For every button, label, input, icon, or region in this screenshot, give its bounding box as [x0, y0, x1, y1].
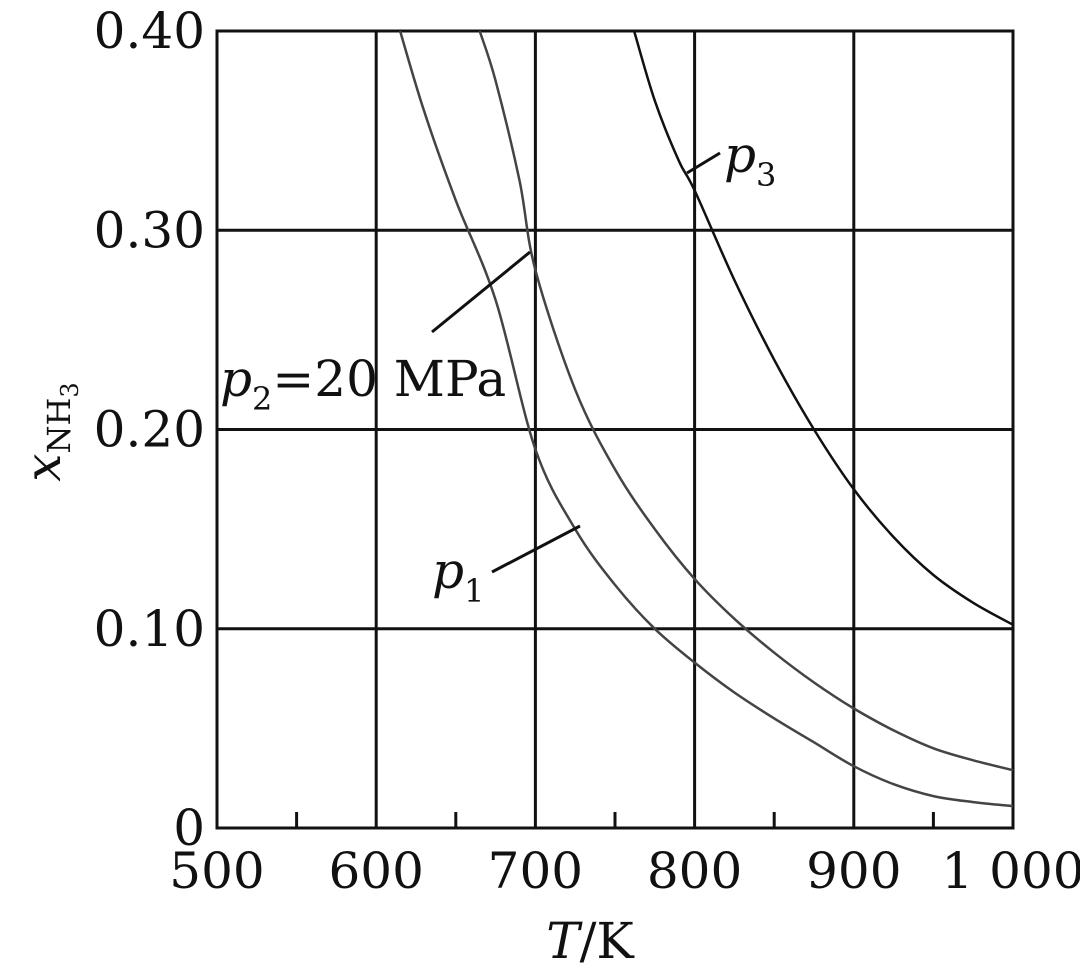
x-tick-label: 1 000 — [941, 842, 1080, 900]
annotation-leaders — [431, 151, 721, 574]
x-tick-label: 700 — [488, 842, 583, 900]
x-axis-title: T/K — [546, 912, 635, 970]
y-tick-label: 0 — [173, 799, 205, 857]
y-tick-label: 0.40 — [94, 2, 205, 60]
axis-ticks — [295, 812, 935, 828]
p1-label: p1 — [432, 542, 484, 610]
series-line-p2 — [478, 30, 1014, 772]
x-tick-label: 900 — [806, 842, 901, 900]
x-tick-label: 800 — [647, 842, 742, 900]
y-tick-label: 0.10 — [94, 600, 205, 658]
p1-leader — [491, 524, 581, 574]
grid — [215, 29, 1015, 830]
p2-label: p2=20 MPa — [220, 350, 506, 418]
tick-labels: 500 600 700 800 900 1 000 0 0.10 0.20 0.30 0.40 — [94, 2, 1080, 900]
series-line-p3 — [632, 30, 1014, 626]
series-line-p1 — [398, 30, 1014, 808]
y-tick-label: 0.30 — [94, 201, 205, 259]
y-axis-title: xNH3 — [14, 382, 84, 481]
x-tick-label: 500 — [169, 842, 264, 900]
p3-label: p3 — [724, 126, 776, 194]
p3-leader — [686, 151, 721, 175]
p2-leader — [431, 250, 531, 334]
series-lines — [398, 30, 1014, 808]
y-tick-label: 0.20 — [94, 401, 205, 459]
x-tick-label: 600 — [328, 842, 423, 900]
